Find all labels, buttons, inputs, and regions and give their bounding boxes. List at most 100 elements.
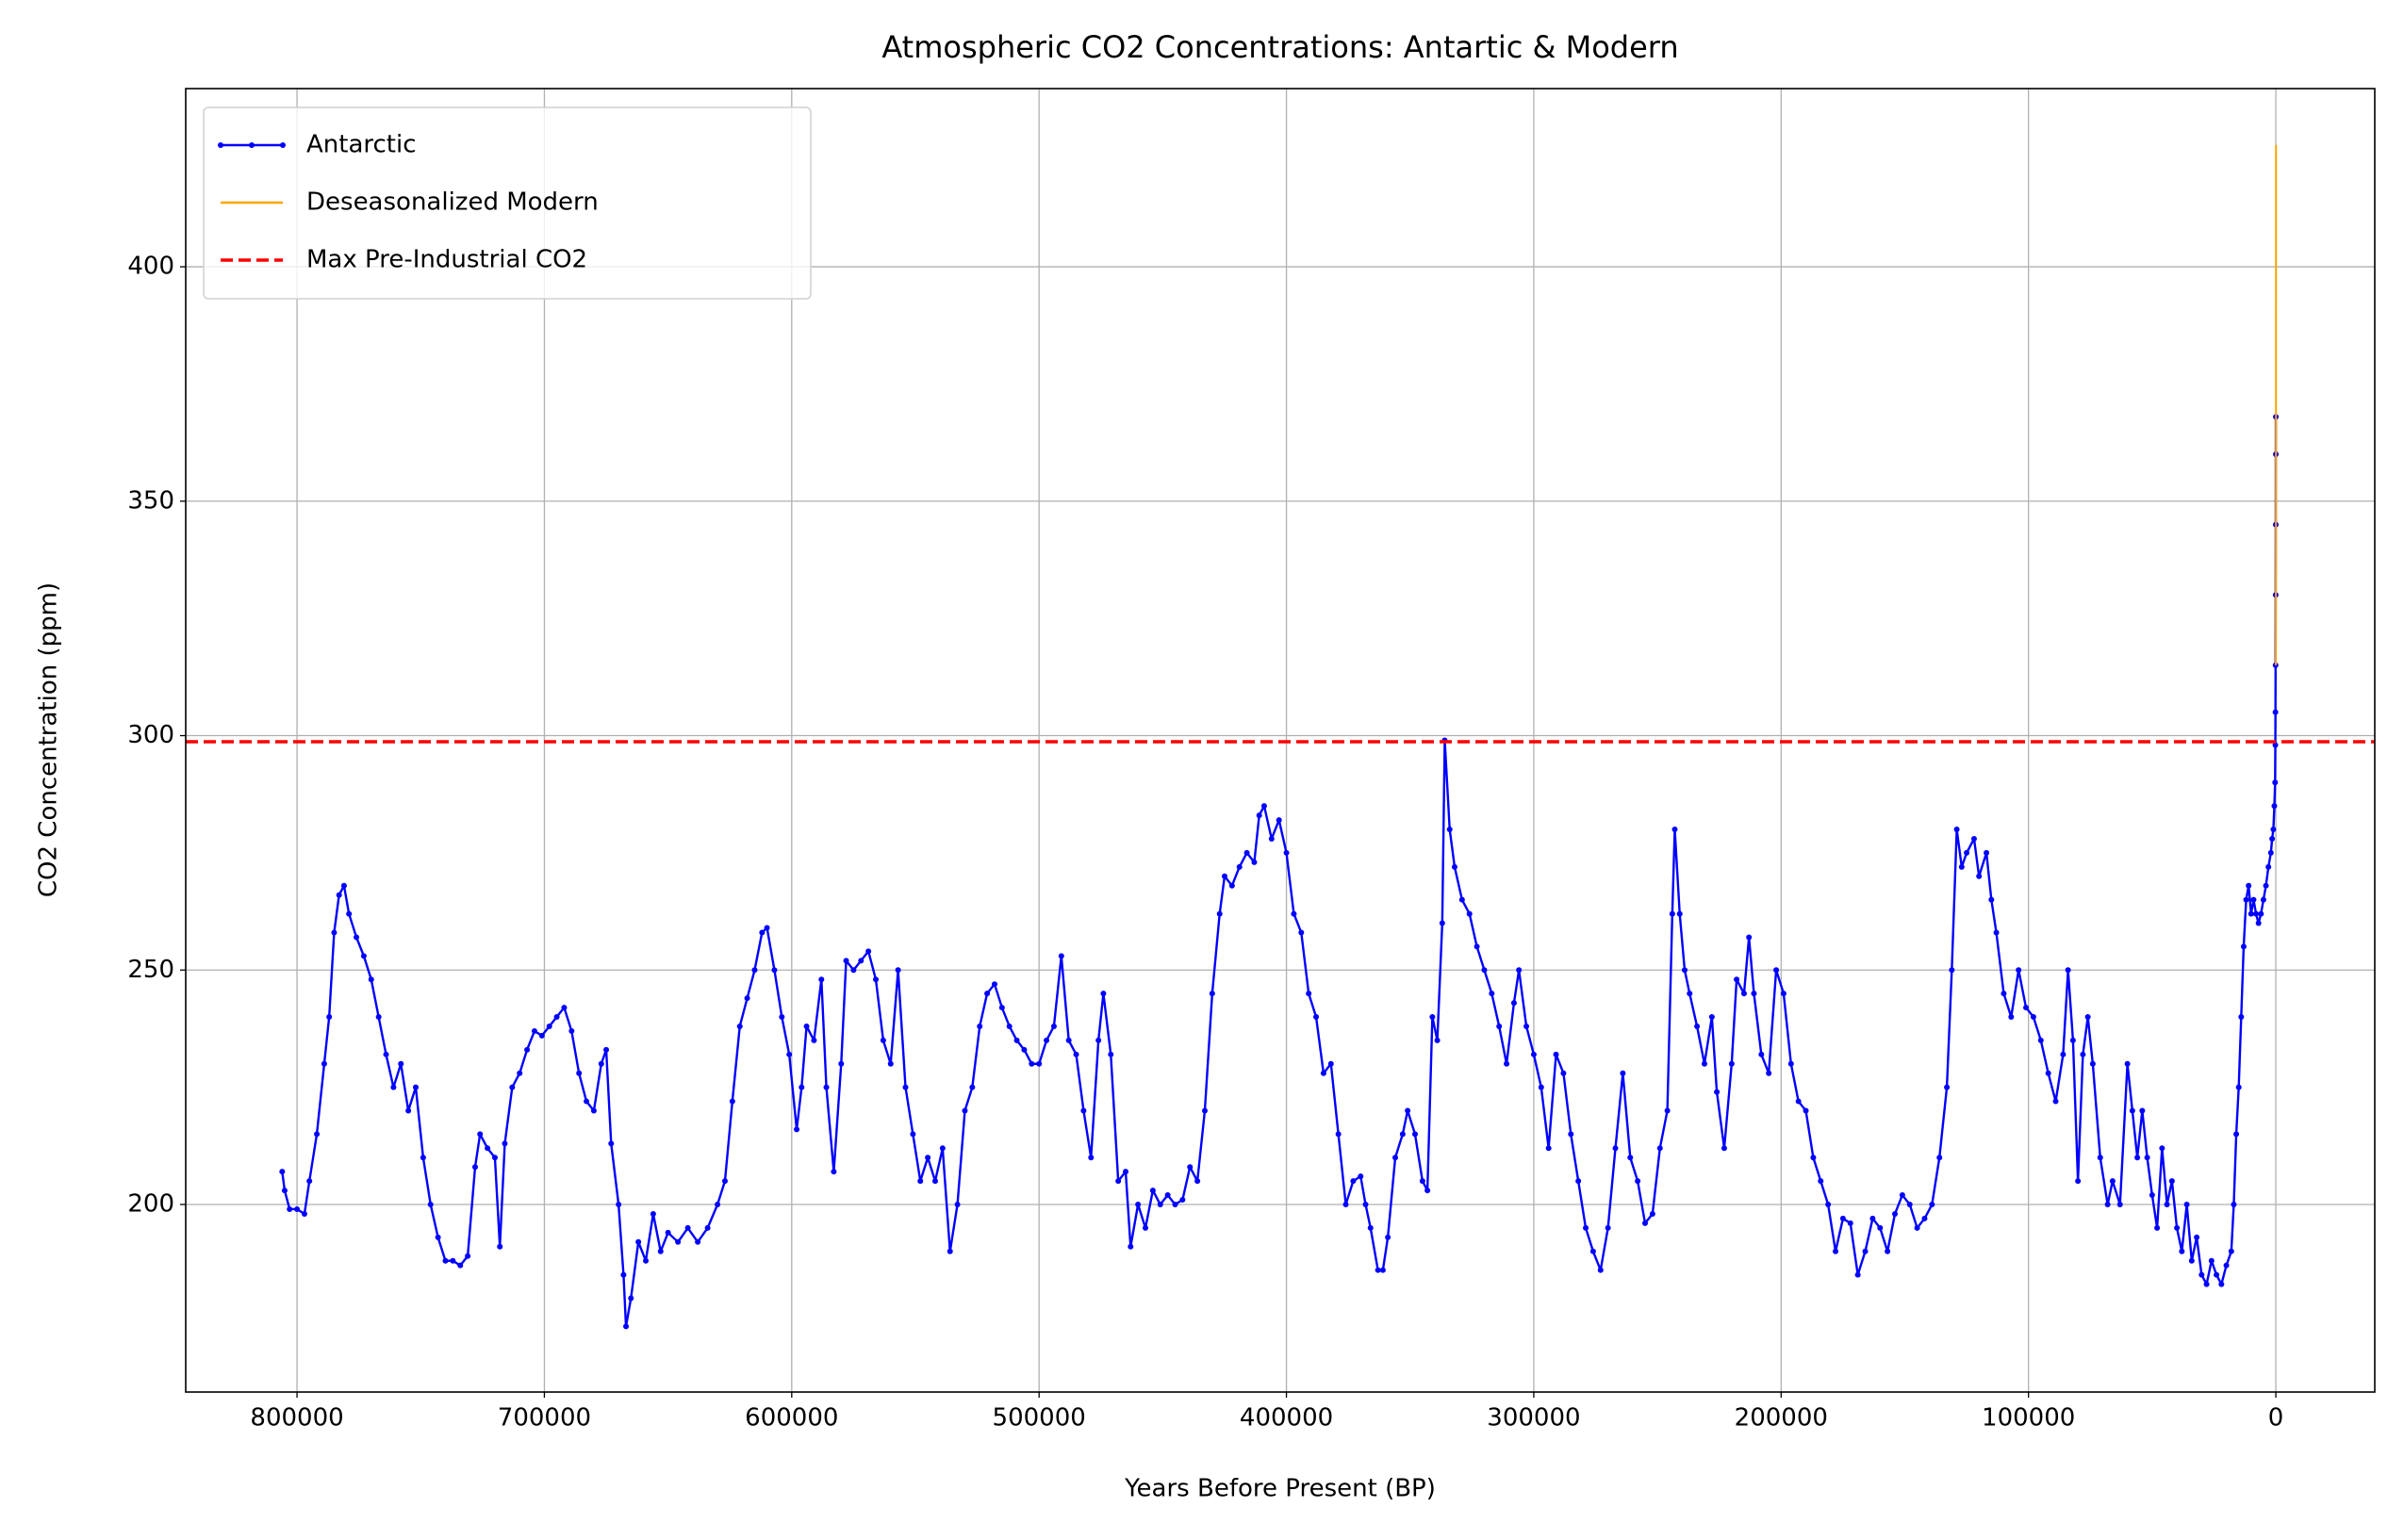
data-point [1708, 1014, 1715, 1021]
data-point [736, 1023, 743, 1029]
data-point [977, 1023, 983, 1029]
data-point [925, 1155, 931, 1161]
data-point [2267, 849, 2274, 856]
legend-label: Deseasonalized Modern [306, 188, 599, 217]
data-point [969, 1084, 976, 1090]
data-point [435, 1234, 441, 1240]
data-point [346, 910, 353, 917]
data-point [450, 1257, 456, 1264]
data-point [294, 1205, 301, 1212]
data-point [1419, 1178, 1425, 1185]
data-point [2124, 1060, 2131, 1067]
data-point [568, 1027, 575, 1034]
x-tick-label: 800000 [250, 1404, 343, 1433]
data-point [2272, 709, 2279, 715]
data-point [1320, 1070, 1326, 1076]
data-point [2218, 1281, 2225, 1287]
data-point [873, 976, 880, 983]
data-point [1050, 1023, 1057, 1029]
data-point [1399, 1131, 1406, 1138]
data-point [1172, 1202, 1178, 1208]
data-point [1523, 1023, 1530, 1029]
data-point [1642, 1220, 1648, 1226]
data-point [786, 1051, 793, 1057]
data-point [1721, 1145, 1727, 1152]
data-point [1243, 849, 1250, 856]
data-point [2233, 1131, 2240, 1138]
data-point [368, 976, 374, 983]
data-point [1885, 1248, 1891, 1254]
data-point [831, 1169, 837, 1175]
data-point [2134, 1155, 2141, 1161]
data-point [880, 1037, 886, 1043]
data-point [576, 1070, 583, 1076]
data-point [1379, 1267, 1386, 1273]
data-point [1899, 1192, 1905, 1199]
data-point [2097, 1155, 2103, 1161]
data-point [616, 1202, 622, 1208]
data-point [1187, 1164, 1194, 1171]
data-point [2243, 896, 2249, 903]
legend-marker [249, 142, 255, 148]
data-point [984, 991, 991, 997]
data-point [1439, 920, 1445, 926]
data-point [1620, 1070, 1626, 1076]
data-point [1362, 1202, 1369, 1208]
y-tick-label: 350 [127, 486, 174, 515]
data-point [1687, 991, 1693, 997]
data-point [1605, 1224, 1611, 1231]
data-point [1194, 1178, 1201, 1185]
data-point [2159, 1145, 2165, 1152]
data-point [1953, 827, 1960, 833]
data-point [1350, 1178, 1357, 1185]
data-point [1013, 1037, 1020, 1043]
data-point [1108, 1051, 1114, 1057]
data-point [751, 967, 758, 974]
data-point [584, 1098, 590, 1105]
data-point [2246, 882, 2252, 889]
data-point [1006, 1023, 1013, 1029]
data-point [2214, 1271, 2220, 1278]
data-point [1474, 943, 1480, 950]
data-point [2269, 835, 2276, 842]
data-point [301, 1210, 307, 1217]
data-point [811, 1037, 817, 1043]
data-point [895, 967, 901, 974]
data-point [1818, 1178, 1824, 1185]
data-point [1787, 1060, 1794, 1067]
data-point [1496, 1023, 1503, 1029]
data-point [771, 967, 778, 974]
data-point [326, 1014, 333, 1021]
data-point [390, 1084, 397, 1090]
data-point [2228, 1248, 2234, 1254]
data-point [865, 948, 872, 955]
data-point [843, 958, 849, 964]
data-point [2260, 896, 2266, 903]
data-point [546, 1023, 552, 1029]
data-point [1568, 1131, 1574, 1138]
data-point [340, 882, 347, 889]
data-point [457, 1262, 464, 1269]
data-point [354, 934, 360, 941]
legend-marker [280, 142, 286, 148]
data-point [910, 1131, 916, 1138]
data-point [1201, 1107, 1208, 1114]
data-point [2129, 1107, 2135, 1114]
data-point [524, 1046, 531, 1053]
data-point [420, 1155, 426, 1161]
data-point [1795, 1098, 1802, 1105]
data-point [803, 1023, 810, 1029]
data-point [2235, 1084, 2242, 1090]
data-point [306, 1178, 313, 1185]
y-tick-label: 400 [127, 253, 174, 281]
data-point [1298, 929, 1305, 936]
data-point [1058, 953, 1064, 959]
data-point [2183, 1202, 2190, 1208]
data-point [603, 1046, 610, 1053]
data-point [695, 1238, 701, 1245]
data-point [477, 1131, 484, 1138]
data-point [2168, 1178, 2175, 1185]
x-tick-label: 400000 [1240, 1404, 1333, 1433]
data-point [279, 1169, 286, 1175]
